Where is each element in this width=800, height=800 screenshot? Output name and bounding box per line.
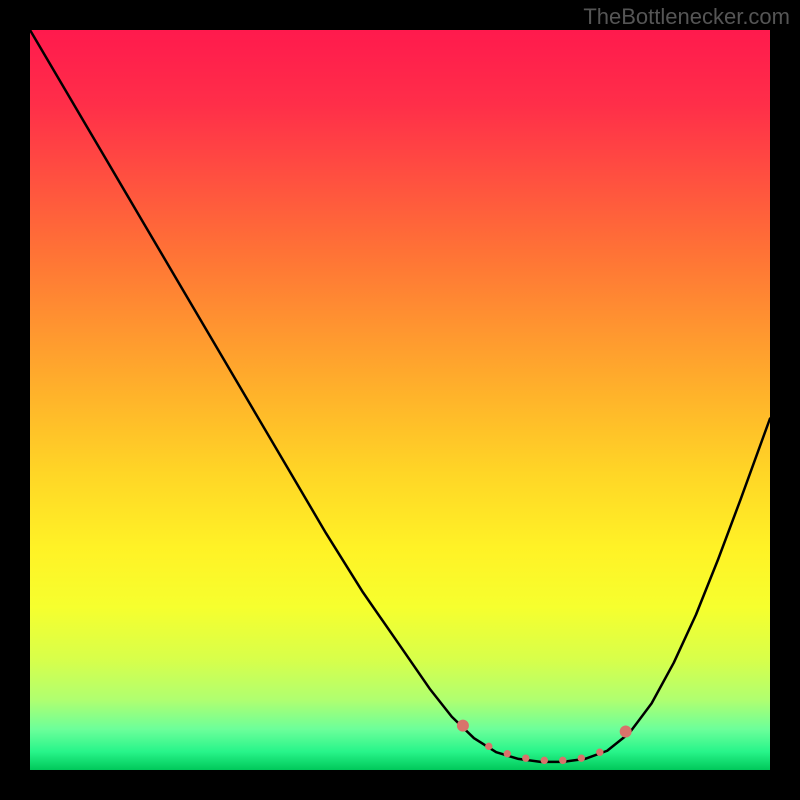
curve-marker (541, 757, 547, 763)
chart-svg (0, 0, 800, 800)
curve-marker (486, 743, 492, 749)
curve-marker (457, 720, 468, 731)
plot-background (30, 30, 770, 770)
curve-marker (560, 757, 566, 763)
curve-marker (523, 755, 529, 761)
curve-marker (620, 726, 631, 737)
curve-marker (597, 749, 603, 755)
curve-marker (578, 755, 584, 761)
chart-canvas: TheBottlenecker.com (0, 0, 800, 800)
watermark-text: TheBottlenecker.com (583, 4, 790, 30)
curve-marker (504, 751, 510, 757)
